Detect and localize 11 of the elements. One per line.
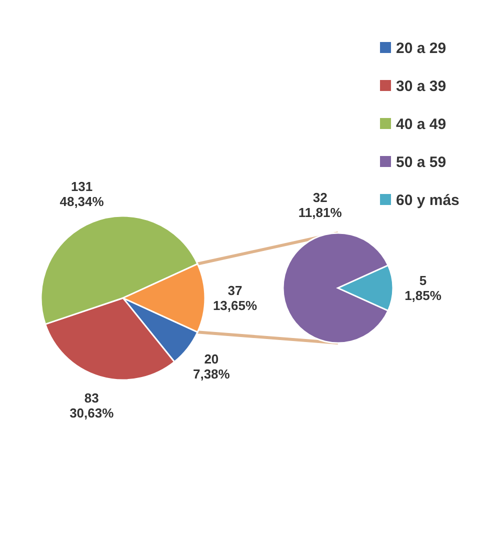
legend-label: 40 a 49: [396, 116, 446, 133]
legend-label: 60 y más: [396, 192, 460, 209]
data-label: 5 1,85%: [404, 273, 442, 303]
data-label: 131 48,34%: [60, 178, 104, 209]
legend-label: 20 a 29: [396, 40, 446, 57]
legend-label: 30 a 39: [396, 78, 446, 95]
data-label: 32 11,81%: [298, 190, 342, 220]
data-label: 37 13,65%: [212, 283, 258, 313]
data-label: 20 7,38%: [192, 352, 230, 382]
data-label: 83 30,63%: [70, 390, 114, 421]
legend-label: 50 a 59: [396, 154, 446, 171]
